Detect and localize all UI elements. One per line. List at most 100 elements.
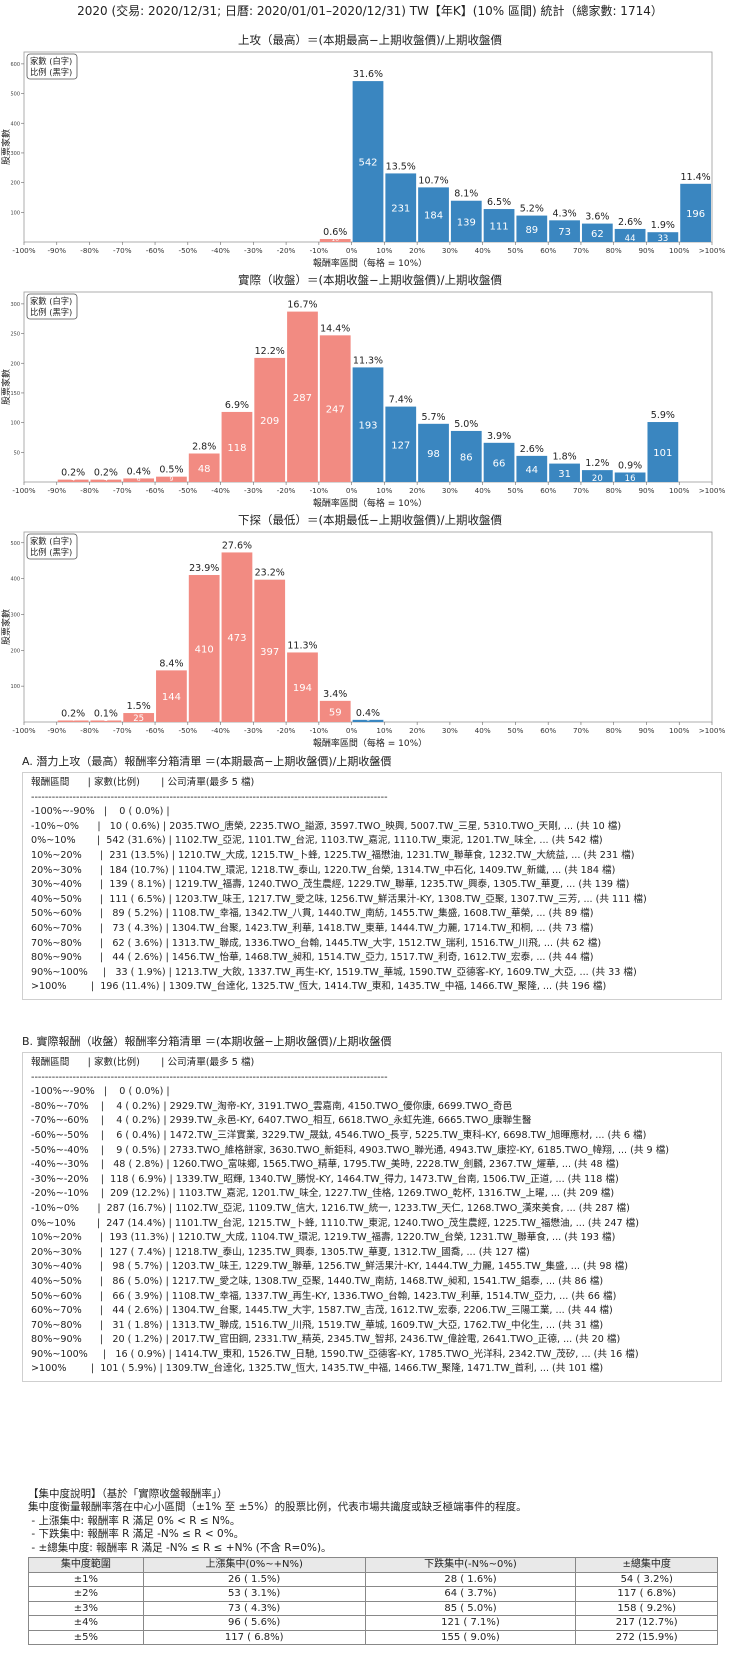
section-b-row: 80%~90% | 20 ( 1.2%) | 2017.TW_官田鋼, 2331… — [31, 1334, 621, 1346]
bar — [516, 455, 548, 482]
y-axis-label: 股票家數 — [0, 129, 12, 165]
bar — [483, 209, 515, 242]
bar-percent-label: 1.2% — [585, 458, 609, 469]
x-tick-label: 50% — [507, 246, 523, 255]
legend-box — [26, 53, 78, 80]
y-tick-label: 300 — [10, 302, 20, 308]
section-a-row: -100%~-90% | 0 ( 0.0%) | — [31, 806, 170, 818]
x-tick-label: -30% — [244, 726, 263, 735]
bar-count-label: 4 — [71, 476, 75, 483]
bar — [614, 472, 646, 482]
bar-percent-label: 16.7% — [287, 300, 317, 311]
y-tick-label: 250 — [10, 332, 20, 338]
bar-percent-label: 2.8% — [192, 442, 216, 453]
bar — [647, 422, 679, 482]
x-tick-label: -80% — [80, 486, 99, 495]
section-a-row: 50%~60% | 89 ( 5.2%) | 1108.TW_幸福, 1342.… — [31, 908, 594, 920]
section-a-row: 20%~30% | 184 (10.7%) | 1104.TW_環泥, 1218… — [31, 864, 616, 876]
section-b-row: 50%~60% | 66 ( 3.9%) | 1108.TW_幸福, 1337.… — [31, 1290, 617, 1302]
x-tick-label: 60% — [540, 726, 556, 735]
chart-legend: 家數 (白字)比例 (黑字) — [26, 53, 78, 80]
x-tick-label: 90% — [638, 726, 654, 735]
section-b-divider: ----------------------------------------… — [31, 1071, 388, 1083]
x-tick-label: 0% — [346, 726, 358, 735]
chart-title: 下探（最低）＝(本期最低−上期收盤價)/上期收盤價 — [238, 513, 502, 527]
section-a-box: 報酬區間 | 家數(比例) | 公司清單(最多 5 檔) -----------… — [22, 772, 722, 1000]
bar-count-label: 118 — [227, 443, 246, 454]
bar-percent-label: 6.9% — [225, 400, 249, 411]
bar-percent-label: 31.6% — [353, 69, 383, 80]
x-tick-label: 70% — [573, 726, 589, 735]
bar-count-label: 89 — [525, 225, 538, 236]
bar-count-label: 98 — [427, 449, 440, 460]
bar-percent-label: 7.4% — [389, 395, 413, 406]
bar-percent-label: 23.9% — [189, 563, 219, 574]
concentration-cell: 96 ( 5.6%) — [142, 1615, 366, 1631]
x-tick-label: 30% — [442, 726, 458, 735]
y-tick-label: 200 — [10, 648, 20, 654]
bar-count-label: 10 — [331, 236, 339, 243]
x-tick-label: 10% — [376, 486, 392, 495]
bar — [156, 476, 187, 482]
bar-count-label: 144 — [162, 692, 181, 703]
y-tick-label: 300 — [10, 151, 20, 157]
x-axis-label: 報酬率區間（每格 = 10%） — [313, 497, 427, 509]
concentration-header-cell: 下跌集中(-N%~0%) — [364, 1557, 577, 1573]
concentration-cell: 73 ( 4.3%) — [142, 1600, 366, 1617]
bar — [450, 430, 482, 482]
legend-ratio-label: 比例 (黑字) — [30, 547, 72, 557]
y-tick-label: 500 — [10, 92, 20, 98]
section-b-row: -10%~0% | 287 (16.7%) | 1102.TW_亞泥, 1109… — [31, 1202, 630, 1214]
concentration-header-cell: 集中度範圍 — [28, 1557, 144, 1573]
section-b-row: 90%~100% | 16 ( 0.9%) | 1414.TW_東和, 1526… — [31, 1348, 639, 1360]
bar-count-label: 31 — [558, 469, 571, 480]
bar-count-label: 127 — [391, 440, 410, 451]
x-tick-label: 60% — [540, 246, 556, 255]
legend-box — [26, 293, 78, 320]
bar-count-label: 139 — [457, 217, 476, 228]
x-tick-label: -80% — [80, 246, 99, 255]
x-tick-label: 70% — [573, 246, 589, 255]
section-b-row: 30%~40% | 98 ( 5.7%) | 1203.TW_味王, 1229.… — [31, 1261, 628, 1273]
y-tick-label: 200 — [10, 361, 20, 367]
concentration-section: 【集中度說明】（基於「實際收盤報酬率」） 集中度衡量報酬率落在中心小區間（±1%… — [28, 1488, 718, 1646]
concentration-cell: ±2% — [28, 1586, 144, 1602]
bar — [319, 700, 351, 722]
plot-frame — [23, 531, 713, 723]
bar — [123, 478, 155, 482]
bar-count-label: 9 — [170, 476, 174, 483]
x-tick-label: -90% — [47, 486, 66, 495]
legend-count-label: 家數 (白字) — [30, 296, 72, 306]
concentration-cell: 117 ( 6.8%) — [142, 1629, 366, 1646]
bar — [156, 670, 187, 722]
x-tick-label: 20% — [409, 726, 425, 735]
y-tick-label: 100 — [10, 210, 20, 216]
x-tick-label: -40% — [211, 246, 230, 255]
x-tick-label: 40% — [475, 726, 491, 735]
legend-ratio-label: 比例 (黑字) — [30, 67, 72, 77]
bar-percent-label: 5.0% — [454, 419, 478, 430]
section-b-row: 0%~10% | 247 (14.4%) | 1101.TW_台泥, 1215.… — [31, 1217, 640, 1229]
chart-legend: 家數 (白字)比例 (黑字) — [26, 293, 78, 320]
bar-count-label: 86 — [460, 452, 473, 463]
bar — [221, 552, 253, 722]
x-tick-label: 40% — [475, 246, 491, 255]
bar — [581, 223, 613, 242]
legend-count-label: 家數 (白字) — [30, 536, 72, 546]
concentration-notes: 集中度衡量報酬率落在中心小區間（±1% 至 ±5%）的股票比例，代表市場共識度或… — [28, 1501, 718, 1555]
section-b-row: -60%~-50% | 6 ( 0.4%) | 1472.TW_三洋實業, 32… — [31, 1129, 647, 1141]
bar-count-label: 473 — [227, 633, 246, 644]
bar-percent-label: 0.9% — [618, 461, 642, 472]
section-a-row: 40%~50% | 111 ( 6.5%) | 1203.TW_味王, 1217… — [31, 893, 647, 905]
x-tick-label: >100% — [699, 486, 726, 495]
x-axis-label: 報酬率區間（每格 = 10%） — [313, 737, 427, 749]
section-a-title: A. 潛力上攻（最高）報酬率分箱清單 ＝(本期最高−上期收盤價)/上期收盤價 — [22, 755, 392, 768]
x-tick-label: -30% — [244, 486, 263, 495]
y-axis-label: 股票家數 — [0, 369, 12, 405]
bar-percent-label: 3.6% — [585, 212, 609, 223]
bar-percent-label: 10.7% — [418, 175, 448, 186]
x-tick-label: >100% — [699, 246, 726, 255]
bar-count-label: 25 — [133, 714, 144, 724]
bar — [188, 575, 220, 722]
